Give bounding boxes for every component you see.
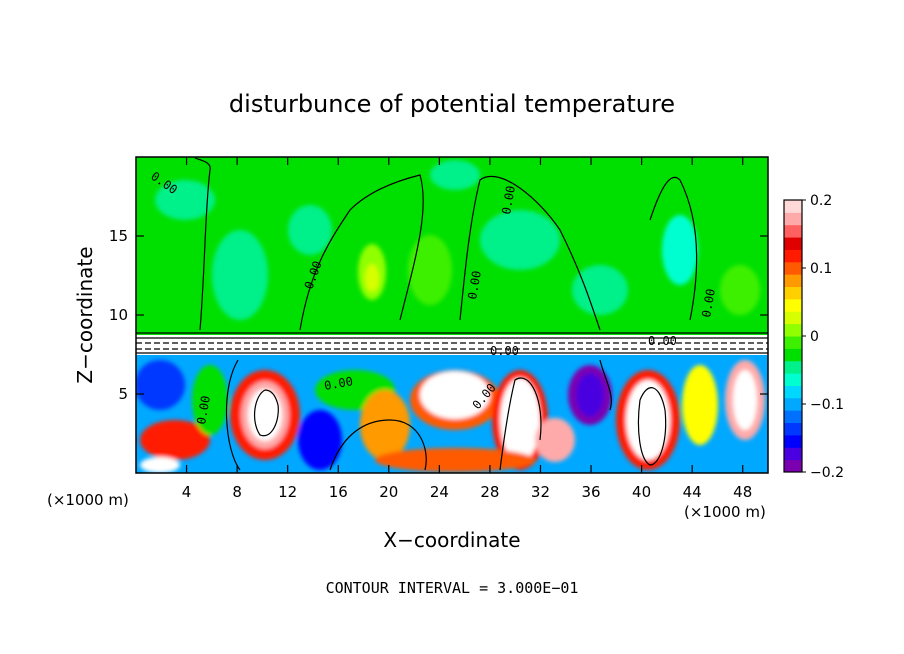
contour-lines — [136, 157, 768, 471]
x-tick-label: 32 — [531, 483, 550, 501]
colorbar-swatch — [784, 200, 802, 213]
x-tick-label: 8 — [232, 483, 242, 501]
plot-area: 0.00 0.00 0.00 0.00 0.00 0.00 0.00 0.00 … — [136, 157, 768, 473]
contour-label: 0.00 — [194, 395, 213, 426]
chart-title: disturbunce of potential temperature — [229, 90, 675, 118]
colorbar-swatch — [784, 385, 802, 399]
x-unit-right: (×1000 m) — [684, 503, 766, 521]
contour-interval-note: CONTOUR INTERVAL = 3.000E−01 — [326, 579, 579, 597]
y-tick-label: 10 — [109, 306, 128, 324]
colorbar-swatch — [784, 212, 802, 226]
contour-label: 0.00 — [323, 374, 354, 393]
y-axis: 5 10 15 — [109, 227, 768, 403]
x-axis-label: X−coordinate — [383, 528, 520, 552]
lower-layer-eddies — [136, 360, 765, 473]
contour-label: 0.00 — [490, 344, 519, 358]
colorbar-swatch — [784, 261, 802, 275]
x-tick-label: 24 — [430, 483, 449, 501]
colorbar-swatch — [784, 336, 802, 349]
x-tick-label: 28 — [480, 483, 499, 501]
colorbar-swatch — [784, 224, 802, 238]
x-tick-label: 48 — [733, 483, 752, 501]
colorbar: 0.2 0.1 0 −0.1 −0.2 — [783, 193, 844, 481]
colorbar-swatch — [784, 286, 802, 300]
x-tick-label: 12 — [278, 483, 297, 501]
colorbar-swatch — [784, 360, 802, 374]
y-tick-label: 15 — [109, 227, 128, 245]
colorbar-swatch — [784, 422, 802, 436]
colorbar-swatch — [784, 348, 802, 362]
x-tick-label: 20 — [379, 483, 398, 501]
colorbar-swatch — [784, 373, 802, 386]
colorbar-tick-label: −0.1 — [810, 397, 844, 413]
x-tick-label: 40 — [632, 483, 651, 501]
contour-label: 0.00 — [699, 288, 718, 319]
x-unit-left: (×1000 m) — [47, 491, 129, 509]
y-tick-label: 5 — [118, 385, 128, 403]
x-tick-label: 36 — [581, 483, 600, 501]
contour-label: 0.00 — [499, 185, 518, 216]
y-axis-label: Z−coordinate — [73, 246, 97, 383]
colorbar-swatch — [784, 459, 802, 473]
colorbar-swatch — [784, 298, 802, 312]
upper-layer-anomalies — [155, 160, 760, 320]
x-axis: 4 8 12 16 20 24 28 32 36 40 44 48 — [182, 157, 752, 501]
colorbar-swatch — [784, 274, 802, 288]
colorbar-swatch — [784, 397, 802, 411]
colorbar-swatch — [784, 311, 802, 325]
contour-label: 0.00 — [648, 334, 677, 348]
x-tick-label: 44 — [683, 483, 702, 501]
interface-band — [136, 335, 768, 355]
x-tick-label: 4 — [182, 483, 192, 501]
colorbar-tick-label: −0.2 — [810, 465, 844, 481]
colorbar-swatch — [784, 323, 802, 337]
colorbar-swatch — [784, 447, 802, 461]
contour-label: 0.00 — [465, 270, 484, 301]
colorbar-swatch — [784, 237, 802, 250]
colorbar-tick-label: 0.1 — [810, 261, 832, 277]
colorbar-swatch — [784, 434, 802, 448]
colorbar-swatch — [784, 410, 802, 424]
colorbar-tick-label: 0.2 — [810, 193, 832, 209]
colorbar-swatch — [784, 249, 802, 263]
x-tick-label: 16 — [329, 483, 348, 501]
colorbar-tick-label: 0 — [810, 329, 819, 345]
